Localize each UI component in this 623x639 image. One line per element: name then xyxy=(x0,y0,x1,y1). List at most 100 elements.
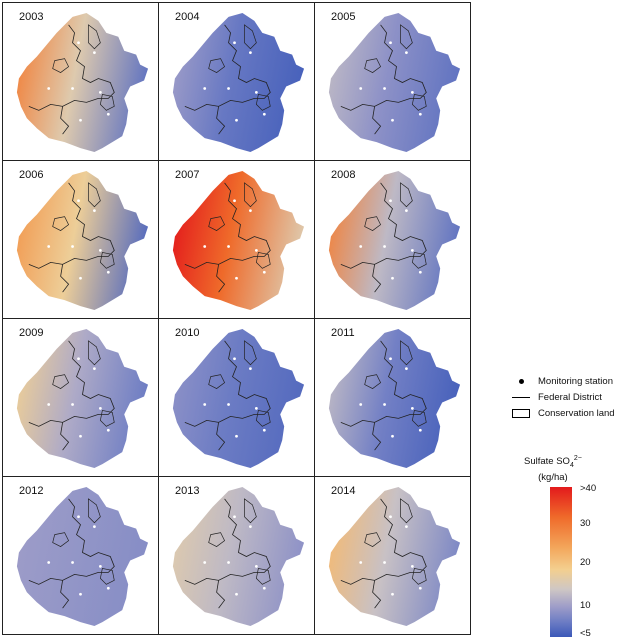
monitoring-station xyxy=(47,245,51,248)
monitoring-station xyxy=(106,270,110,274)
monitoring-station xyxy=(391,434,394,438)
monitoring-station xyxy=(418,270,422,274)
federal-district-boundary xyxy=(340,182,427,293)
monitoring-station xyxy=(203,245,207,248)
map-panel: 2005 xyxy=(314,2,471,161)
federal-district-boundary xyxy=(184,24,271,135)
map-panel: 2010 xyxy=(158,318,315,477)
region-map xyxy=(172,328,305,469)
sulfate-surface xyxy=(328,328,461,469)
legend: Monitoring station Federal District Cons… xyxy=(510,370,620,639)
monitoring-station xyxy=(389,515,392,519)
monitoring-station xyxy=(254,407,258,410)
monitoring-station xyxy=(93,209,96,213)
box-icon xyxy=(510,409,532,418)
monitoring-station xyxy=(71,403,74,406)
region-map xyxy=(172,170,305,311)
monitoring-station xyxy=(77,199,80,203)
monitoring-station xyxy=(93,525,96,529)
map-panel: 2006 xyxy=(2,160,159,319)
region-map xyxy=(328,12,461,153)
monitoring-station xyxy=(233,199,236,203)
monitoring-station xyxy=(106,112,110,116)
panel-year: 2004 xyxy=(175,11,200,23)
region-map xyxy=(328,328,461,469)
map-panel: 2007 xyxy=(158,160,315,319)
monitoring-station xyxy=(235,118,238,122)
legend-district-label: Federal District xyxy=(538,392,602,403)
monitoring-station xyxy=(391,592,394,596)
monitoring-station xyxy=(203,561,207,564)
monitoring-station xyxy=(235,434,238,438)
monitoring-station xyxy=(106,428,110,432)
monitoring-station xyxy=(98,91,102,94)
monitoring-station xyxy=(233,41,236,45)
monitoring-station xyxy=(203,87,207,90)
map-panel: 2008 xyxy=(314,160,471,319)
scale-sup: 2− xyxy=(573,455,582,462)
monitoring-station xyxy=(418,428,422,432)
monitoring-station xyxy=(233,357,236,361)
monitoring-station xyxy=(405,367,408,371)
monitoring-station xyxy=(418,112,422,116)
monitoring-station xyxy=(79,118,82,122)
color-scale-bar xyxy=(550,487,572,637)
panel-year: 2008 xyxy=(331,169,356,181)
monitoring-station xyxy=(389,41,392,45)
monitoring-station xyxy=(79,434,82,438)
monitoring-station xyxy=(249,51,252,55)
monitoring-station xyxy=(79,276,82,280)
region-map xyxy=(328,486,461,627)
monitoring-station xyxy=(47,403,51,406)
map-panel: 2004 xyxy=(158,2,315,161)
panel-year: 2006 xyxy=(19,169,44,181)
monitoring-station xyxy=(77,357,80,361)
legend-station: Monitoring station xyxy=(510,376,613,387)
monitoring-station xyxy=(359,87,363,90)
region-map xyxy=(16,170,149,311)
monitoring-station xyxy=(383,403,386,406)
monitoring-station xyxy=(410,407,414,410)
legend-station-label: Monitoring station xyxy=(538,376,613,387)
sulfate-surface xyxy=(172,486,305,627)
monitoring-station xyxy=(227,403,230,406)
region-map xyxy=(172,12,305,153)
panel-year: 2009 xyxy=(19,327,44,339)
map-panel: 2003 xyxy=(2,2,159,161)
monitoring-station xyxy=(405,51,408,55)
monitoring-station xyxy=(359,403,363,406)
sulfate-surface xyxy=(16,170,149,311)
federal-district-boundary xyxy=(340,24,427,135)
tick-label: 20 xyxy=(580,557,591,568)
monitoring-station xyxy=(410,249,414,252)
panel-year: 2012 xyxy=(19,485,44,497)
panel-year: 2010 xyxy=(175,327,200,339)
monitoring-station xyxy=(262,428,266,432)
legend-conservation: Conservation land xyxy=(510,408,615,419)
monitoring-station xyxy=(389,357,392,361)
monitoring-station xyxy=(93,51,96,55)
monitoring-station xyxy=(249,209,252,213)
region-map xyxy=(328,170,461,311)
monitoring-station xyxy=(77,515,80,519)
map-panel: 2013 xyxy=(158,476,315,635)
panel-year: 2014 xyxy=(331,485,356,497)
monitoring-station xyxy=(383,245,386,248)
panel-year: 2013 xyxy=(175,485,200,497)
sulfate-surface xyxy=(328,486,461,627)
monitoring-station xyxy=(383,561,386,564)
monitoring-station xyxy=(262,112,266,116)
monitoring-station xyxy=(79,592,82,596)
monitoring-station xyxy=(249,367,252,371)
scale-title-text: Sulfate SO xyxy=(524,456,570,468)
legend-district: Federal District xyxy=(510,392,602,403)
sulfate-surface xyxy=(172,328,305,469)
panel-year: 2007 xyxy=(175,169,200,181)
federal-district-boundary xyxy=(340,498,427,609)
tick-label: <5 xyxy=(580,628,591,639)
monitoring-station xyxy=(389,199,392,203)
map-panel: 2014 xyxy=(314,476,471,635)
monitoring-station xyxy=(359,561,363,564)
map-panel: 2011 xyxy=(314,318,471,477)
region-map xyxy=(172,486,305,627)
